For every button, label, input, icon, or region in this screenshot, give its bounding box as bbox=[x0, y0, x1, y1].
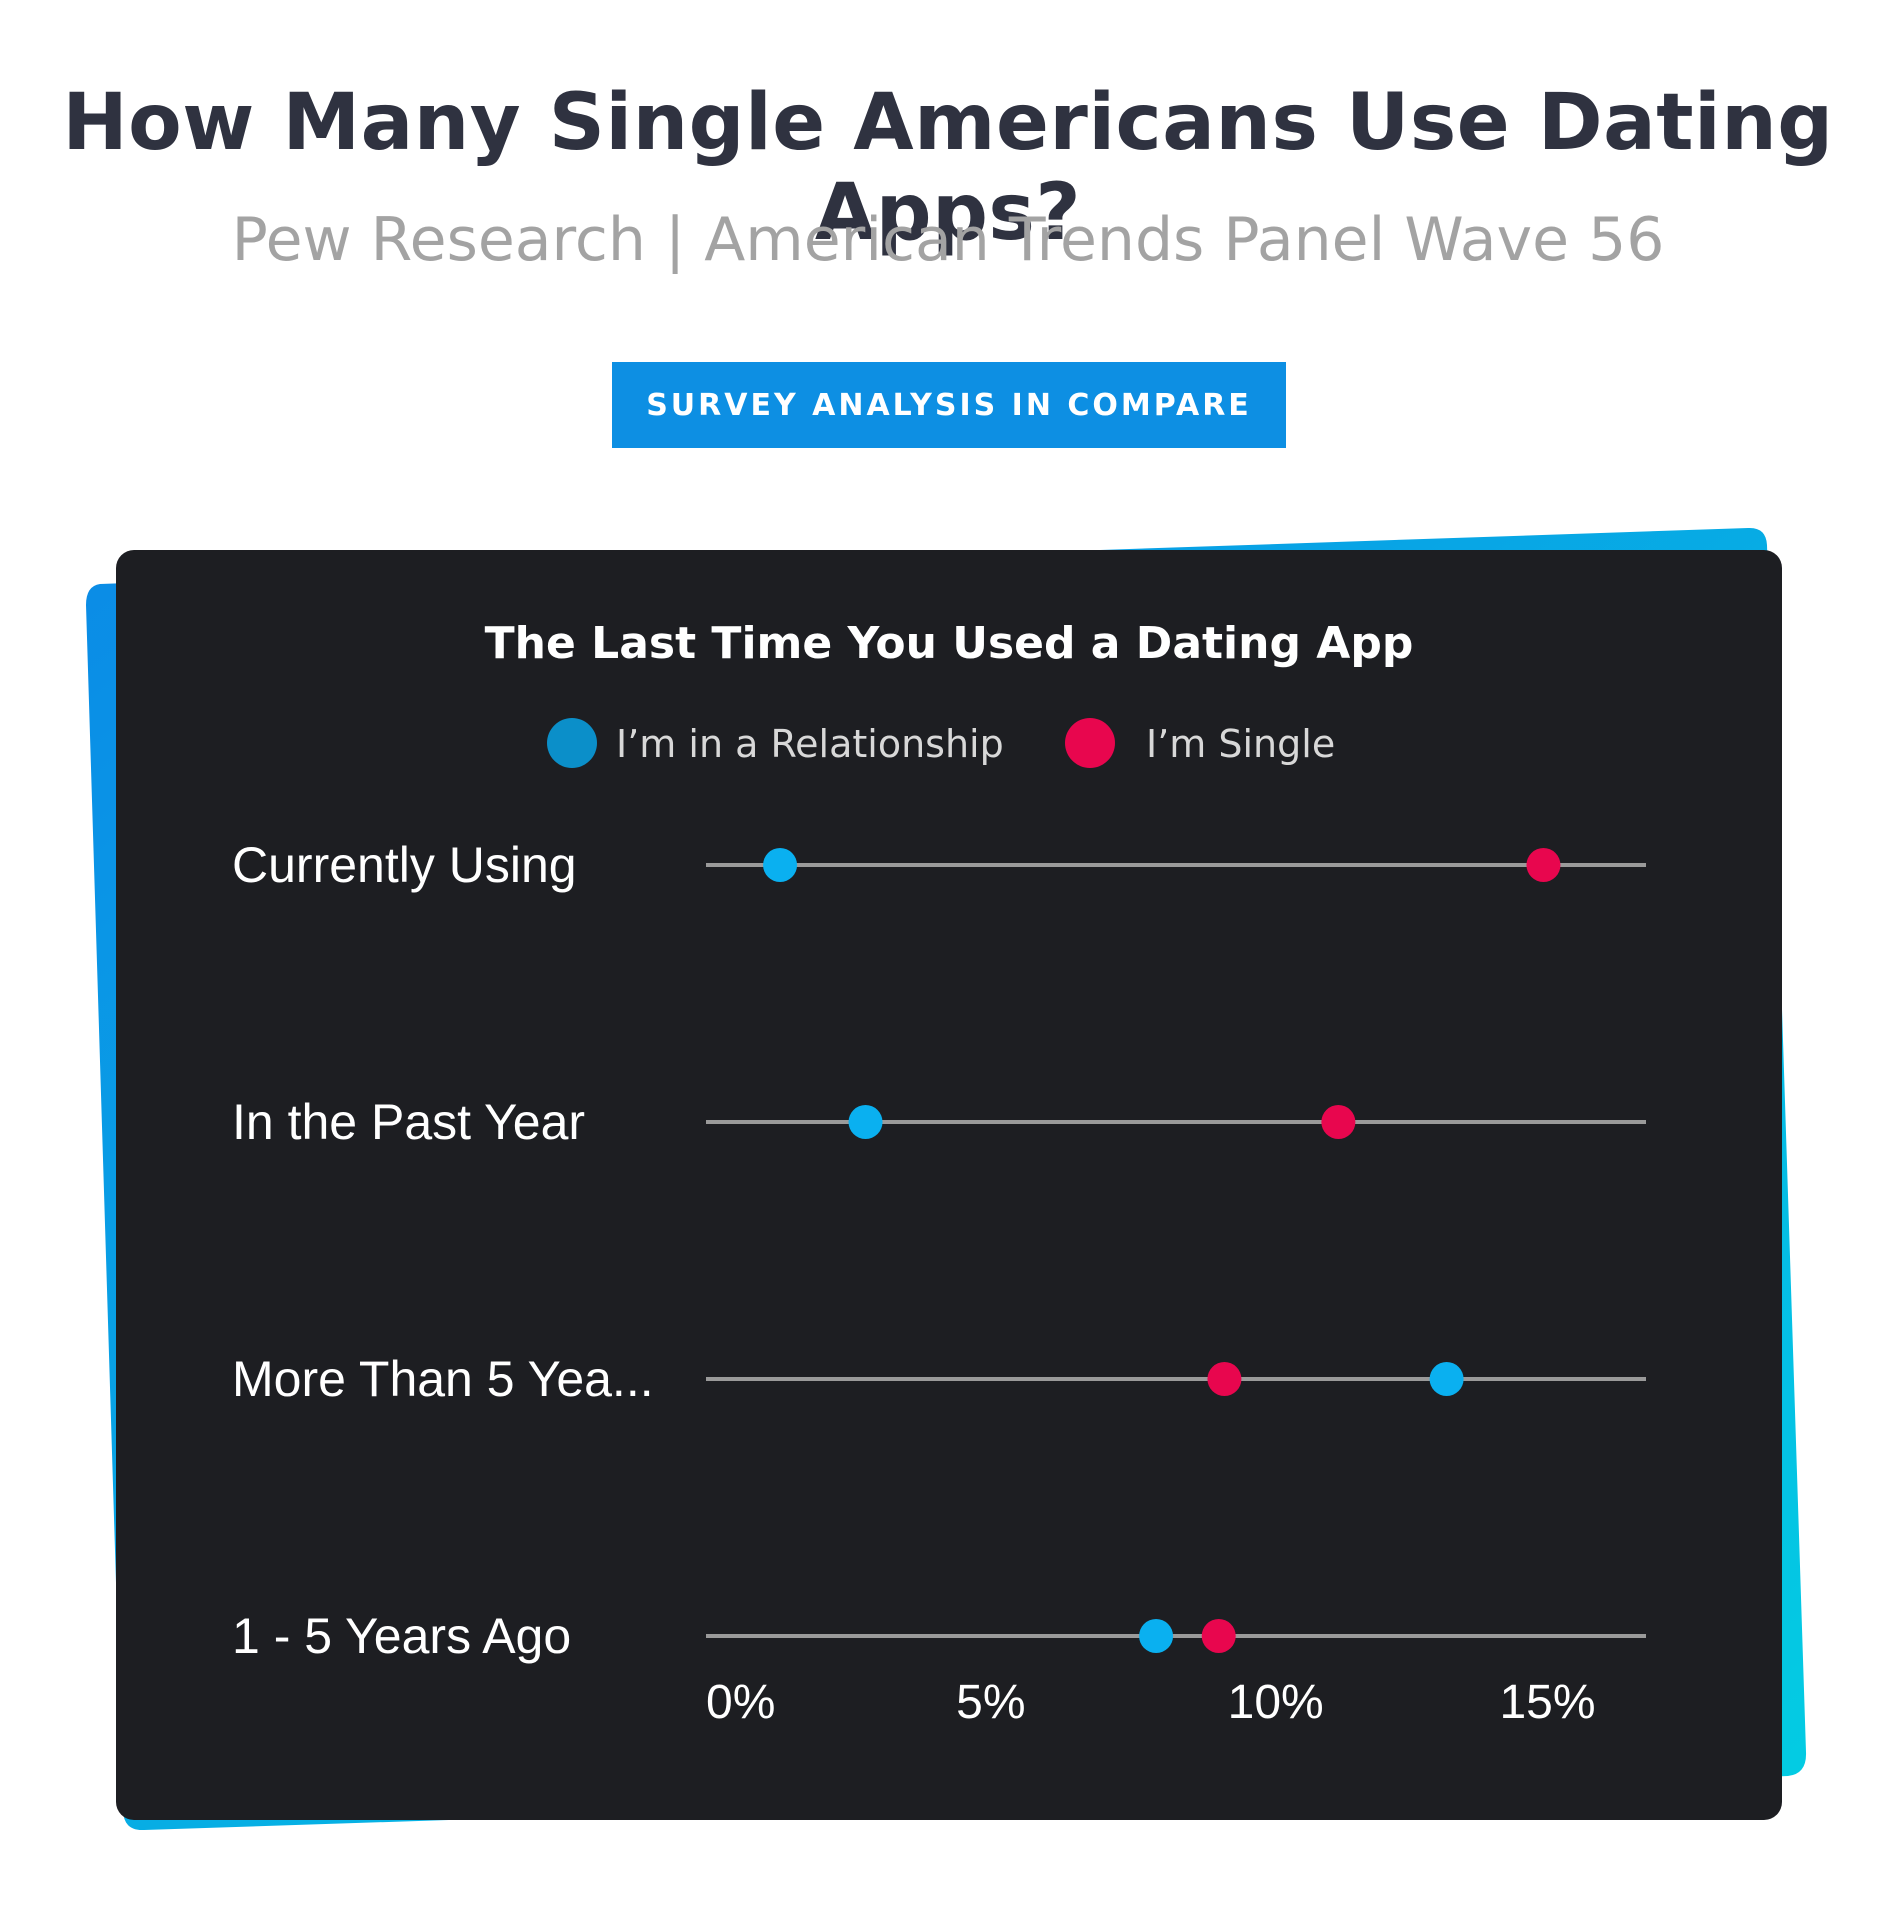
category-label: Currently Using bbox=[232, 837, 577, 893]
data-point-single[interactable] bbox=[1207, 1362, 1242, 1396]
chart-row: In the Past Year bbox=[232, 1094, 1646, 1150]
chart-row: More Than 5 Yea... bbox=[232, 1351, 1646, 1407]
data-point-relationship[interactable] bbox=[1139, 1619, 1174, 1653]
legend-single-marker bbox=[1065, 718, 1115, 768]
chart-row: Currently Using bbox=[232, 837, 1646, 893]
category-label: More Than 5 Yea... bbox=[232, 1351, 654, 1407]
page-title: How Many Single Americans Use Dating App… bbox=[62, 78, 1834, 258]
category-label: In the Past Year bbox=[232, 1094, 585, 1150]
x-tick-label: 5% bbox=[956, 1676, 1025, 1729]
chart-title: The Last Time You Used a Dating App bbox=[485, 618, 1414, 669]
chart-card: The Last Time You Used a Dating App I’m … bbox=[116, 550, 1782, 1820]
data-point-relationship[interactable] bbox=[763, 848, 798, 882]
chart-row: 1 - 5 Years Ago bbox=[232, 1608, 1646, 1664]
chart-legend: I’m in a Relationship I’m Single bbox=[547, 718, 1335, 768]
x-axis-ticks: 0% 5% 10% 15% bbox=[706, 1676, 1596, 1729]
x-tick-label: 10% bbox=[1228, 1676, 1324, 1729]
x-tick-label: 0% bbox=[706, 1676, 775, 1729]
page-subtitle: Pew Research | American Trends Panel Wav… bbox=[231, 205, 1665, 275]
data-point-single[interactable] bbox=[1526, 848, 1561, 882]
legend-relationship-marker bbox=[547, 718, 597, 768]
data-point-single[interactable] bbox=[1201, 1619, 1236, 1653]
chart-rows: Currently Using In the Past Year More Than… bbox=[232, 837, 1646, 1664]
data-point-relationship[interactable] bbox=[848, 1105, 883, 1139]
legend-single-label: I’m Single bbox=[1146, 722, 1335, 766]
x-tick-label: 15% bbox=[1499, 1676, 1595, 1729]
legend-relationship-label: I’m in a Relationship bbox=[616, 722, 1004, 766]
category-label: 1 - 5 Years Ago bbox=[232, 1608, 571, 1664]
data-point-relationship[interactable] bbox=[1429, 1362, 1464, 1396]
survey-analysis-button[interactable]: SURVEY ANALYSIS IN COMPARE bbox=[612, 362, 1286, 448]
dumbbell-chart: The Last Time You Used a Dating App I’m … bbox=[232, 618, 1646, 1729]
data-point-single[interactable] bbox=[1321, 1105, 1356, 1139]
